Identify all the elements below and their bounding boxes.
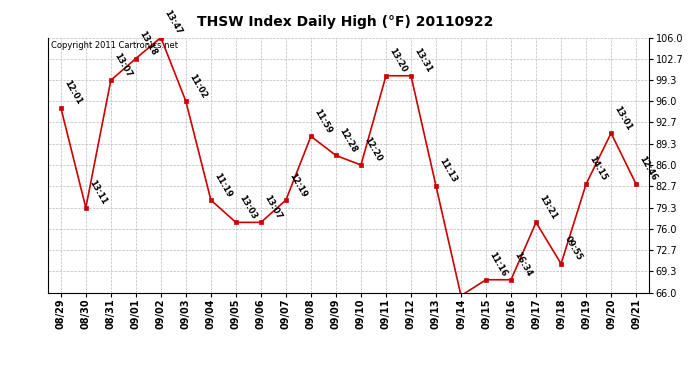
Text: 13:18: 13:18 — [137, 30, 158, 57]
Text: 13:01: 13:01 — [613, 104, 633, 132]
Text: 4:01: 4:01 — [0, 374, 1, 375]
Text: THSW Index Daily High (°F) 20110922: THSW Index Daily High (°F) 20110922 — [197, 15, 493, 29]
Text: 13:31: 13:31 — [413, 47, 433, 74]
Text: 11:02: 11:02 — [187, 72, 208, 100]
Text: 13:03: 13:03 — [237, 194, 258, 221]
Text: 13:11: 13:11 — [87, 178, 108, 206]
Text: 13:20: 13:20 — [387, 47, 408, 74]
Text: 11:59: 11:59 — [313, 107, 333, 135]
Text: 14:15: 14:15 — [587, 155, 609, 183]
Text: 11:16: 11:16 — [487, 251, 509, 278]
Text: 13:47: 13:47 — [162, 9, 184, 36]
Text: 11:19: 11:19 — [213, 171, 233, 199]
Text: 12:01: 12:01 — [62, 79, 83, 106]
Text: 16:34: 16:34 — [513, 251, 533, 278]
Text: 13:07: 13:07 — [262, 194, 284, 221]
Text: 12:46: 12:46 — [638, 155, 659, 183]
Text: 09:55: 09:55 — [562, 235, 584, 262]
Text: 12:20: 12:20 — [362, 136, 384, 164]
Text: 12:19: 12:19 — [287, 171, 308, 199]
Text: 13:07: 13:07 — [112, 51, 133, 79]
Text: 13:21: 13:21 — [538, 194, 559, 221]
Text: 11:13: 11:13 — [437, 157, 459, 184]
Text: Copyright 2011 Cartronics.net: Copyright 2011 Cartronics.net — [51, 41, 178, 50]
Text: 12:28: 12:28 — [337, 126, 359, 154]
